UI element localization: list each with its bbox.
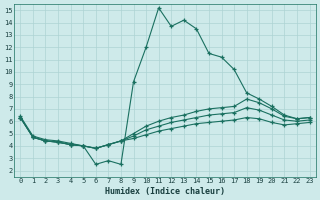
X-axis label: Humidex (Indice chaleur): Humidex (Indice chaleur)	[105, 187, 225, 196]
